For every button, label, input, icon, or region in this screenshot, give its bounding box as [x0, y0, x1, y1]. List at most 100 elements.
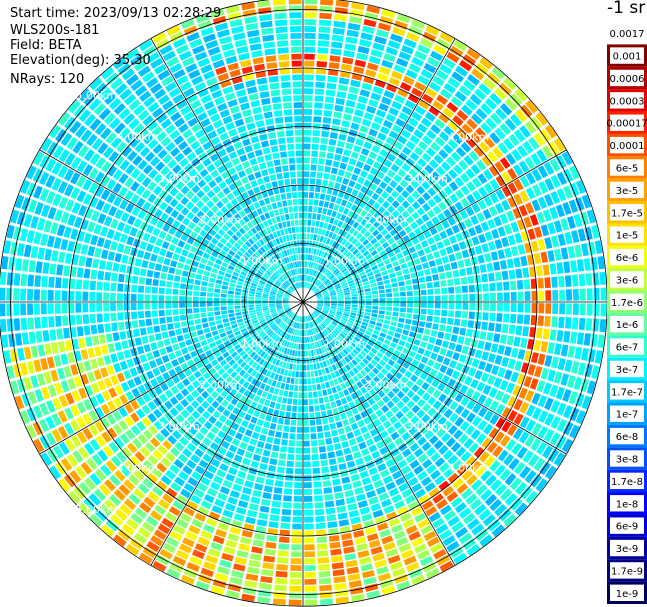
heatmap-cell [399, 307, 406, 313]
heatmap-cell [231, 438, 241, 447]
heatmap-cell [325, 282, 332, 287]
heatmap-cell [89, 513, 103, 527]
heatmap-cell [57, 410, 68, 423]
heatmap-cell [219, 559, 232, 569]
heatmap-cell [270, 507, 281, 515]
heatmap-cell [362, 195, 370, 203]
heatmap-cell [264, 548, 276, 556]
heatmap-cell [263, 325, 269, 330]
heatmap-cell [260, 246, 266, 253]
heatmap-cell [322, 417, 329, 425]
heatmap-cell [124, 460, 136, 472]
heatmap-cell [290, 321, 295, 327]
heatmap-cell [114, 384, 124, 395]
heatmap-cell [226, 268, 233, 275]
heatmap-cell [343, 313, 350, 317]
heatmap-cell [237, 95, 249, 104]
heatmap-cell [86, 457, 98, 471]
heatmap-cell [268, 210, 275, 218]
heatmap-cell [359, 39, 372, 48]
heatmap-cell [446, 491, 459, 503]
heatmap-cell [313, 363, 317, 370]
heatmap-cell [369, 379, 377, 388]
heatmap-cell [173, 282, 180, 289]
heatmap-cell [475, 465, 487, 477]
heatmap-cell [238, 369, 246, 377]
heatmap-cell [294, 247, 298, 254]
heatmap-cell [351, 296, 358, 300]
heatmap-cell [531, 168, 543, 182]
heatmap-cell [269, 298, 275, 301]
heatmap-cell [294, 275, 298, 282]
heatmap-cell [371, 309, 378, 314]
heatmap-cell [287, 150, 295, 157]
heatmap-cell [196, 395, 205, 404]
heatmap-cell [200, 307, 207, 313]
heatmap-cell [436, 554, 451, 566]
heatmap-cell [130, 181, 140, 192]
heatmap-cell [420, 117, 432, 128]
heatmap-cell [415, 378, 424, 387]
heatmap-cell [337, 307, 344, 311]
heatmap-cell [314, 502, 324, 509]
heatmap-cell [374, 79, 386, 89]
heatmap-cell [287, 227, 292, 234]
heatmap-cell [196, 249, 204, 257]
heatmap-cell [335, 326, 342, 332]
heatmap-cell [56, 328, 64, 340]
heatmap-cell [426, 129, 437, 140]
heatmap-cell [245, 241, 252, 248]
heatmap-cell [287, 271, 292, 277]
heatmap-cell [243, 206, 251, 215]
heatmap-cell [531, 422, 543, 436]
heatmap-cell [340, 382, 347, 390]
heatmap-cell [328, 394, 335, 402]
heatmap-cell [333, 575, 346, 584]
heatmap-cell [363, 576, 377, 586]
heatmap-cell [391, 386, 400, 394]
heatmap-cell [320, 312, 327, 317]
heatmap-cell [271, 288, 278, 292]
heatmap-cell [345, 224, 352, 232]
heatmap-cell [320, 331, 326, 338]
heatmap-cell [213, 351, 222, 358]
heatmap-cell [198, 263, 206, 270]
heatmap-cell [357, 404, 365, 413]
heatmap-cell [494, 127, 506, 140]
heatmap-cell [32, 185, 43, 199]
heatmap-cell [292, 269, 296, 276]
heatmap-cell [313, 270, 317, 277]
heatmap-cell [148, 261, 156, 270]
heatmap-cell [246, 151, 256, 160]
heatmap-cell [241, 529, 253, 538]
heatmap-cell [534, 226, 543, 239]
heatmap-cell [402, 329, 410, 336]
heatmap-cell [283, 273, 288, 280]
heatmap-cell [391, 493, 403, 504]
heatmap-cell [274, 326, 280, 333]
heatmap-cell [283, 305, 290, 308]
heatmap-cell [136, 421, 147, 432]
heatmap-cell [412, 314, 420, 320]
heatmap-cell [297, 247, 301, 254]
heatmap-cell [421, 180, 431, 190]
heatmap-cell [177, 140, 189, 151]
heatmap-cell [390, 242, 399, 250]
heatmap-cell [134, 337, 142, 346]
heatmap-cell [169, 396, 179, 406]
heatmap-cell [387, 205, 395, 214]
heatmap-cell [565, 317, 572, 329]
heatmap-cell [328, 62, 340, 70]
heatmap-cell [522, 267, 530, 278]
heatmap-cell [195, 580, 210, 591]
heatmap-cell [203, 100, 215, 111]
heatmap-cell [411, 252, 419, 260]
heatmap-cell [43, 220, 53, 233]
heatmap-cell [255, 294, 262, 298]
heatmap-cell [304, 19, 317, 26]
heatmap-cell [187, 221, 196, 230]
heatmap-cell [405, 454, 416, 464]
heatmap-cell [246, 221, 254, 229]
heatmap-cell [262, 244, 269, 251]
heatmap-cell [309, 329, 312, 336]
